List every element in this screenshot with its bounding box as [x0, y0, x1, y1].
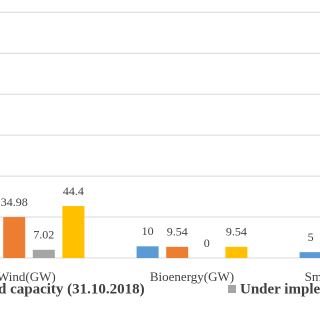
legend-label: Under impleme — [240, 281, 320, 297]
bar — [299, 252, 320, 258]
bar — [136, 246, 159, 258]
bar — [225, 246, 248, 258]
bar — [3, 217, 26, 258]
x-tick-label: Sm — [305, 269, 320, 284]
value-label: 7.02 — [33, 228, 54, 242]
x-tick-label: Wind(GW) — [0, 269, 56, 284]
x-tick-label: Bioenergy(GW) — [150, 269, 234, 284]
bar — [32, 249, 55, 258]
legend-swatch — [228, 285, 236, 293]
legend-label: d capacity (31.10.2018) — [0, 281, 145, 297]
value-label: 5 — [308, 230, 314, 244]
value-label: 9.54 — [226, 225, 247, 239]
value-label: 10 — [142, 224, 154, 238]
value-label: 0 — [204, 236, 210, 250]
value-label: 34.98 — [1, 195, 28, 209]
value-label: 44.4 — [63, 184, 84, 198]
value-label: 9.54 — [167, 225, 188, 239]
bar — [62, 206, 85, 258]
bar — [166, 246, 189, 258]
